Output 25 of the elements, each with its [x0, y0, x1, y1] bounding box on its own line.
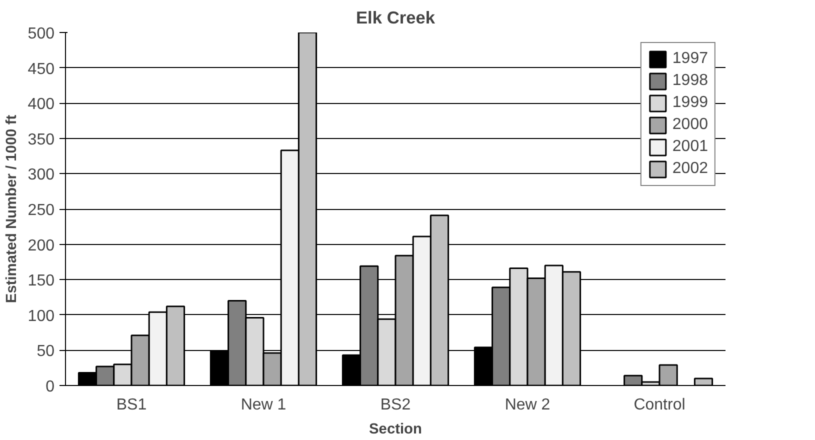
y-tick-label: 300: [28, 166, 55, 184]
y-tick-label: 0: [46, 378, 55, 396]
legend-label: 1998: [672, 72, 708, 90]
y-tick-label: 500: [28, 26, 55, 42]
x-tick-label: New 2: [504, 396, 550, 414]
legend-label: 2001: [672, 138, 708, 156]
chart-title: Elk Creek: [356, 8, 436, 28]
y-tick-label: 100: [28, 308, 55, 325]
y-tick-label: 450: [28, 60, 55, 78]
x-tick-label: BS1: [116, 396, 147, 414]
x-tick-label: BS2: [380, 396, 411, 414]
legend-label: 1997: [672, 50, 708, 68]
y-tick-label: 50: [36, 343, 55, 360]
x-axis-title: Section: [369, 422, 422, 438]
y-tick-label: 400: [28, 96, 55, 114]
y-tick-label: 150: [28, 272, 55, 290]
legend-label: 2002: [672, 160, 708, 178]
y-axis-title: Estimated Number / 1000 ft: [4, 114, 20, 304]
legend-label: 2000: [672, 116, 708, 134]
x-tick-label: New 1: [240, 396, 286, 414]
y-tick-label: 350: [28, 131, 55, 148]
x-tick-label: Control: [634, 396, 686, 414]
y-tick-label: 250: [28, 202, 55, 219]
legend-label: 1999: [672, 94, 708, 112]
y-tick-label: 200: [28, 237, 55, 254]
